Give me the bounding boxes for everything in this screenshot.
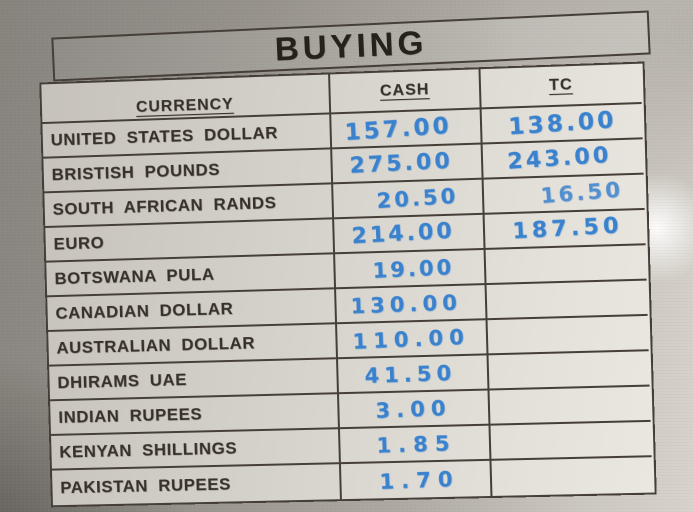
sign-title: BUYING — [274, 23, 428, 68]
tc-cell — [485, 245, 647, 286]
cash-value: 20.50 — [376, 183, 460, 213]
currency-name: PAKISTAN RUPEES — [60, 474, 232, 497]
header-tc-label: TC — [548, 76, 573, 95]
cash-cell: 41.50 — [338, 355, 490, 395]
cash-value: 1.70 — [379, 466, 461, 494]
tc-cell: 138.00 — [481, 104, 643, 145]
tc-cell — [488, 351, 650, 391]
cash-value: 41.50 — [364, 360, 457, 388]
cash-cell: 130.00 — [336, 285, 488, 325]
tc-value: 16.50 — [539, 176, 625, 208]
currency-name: EURO — [53, 232, 105, 254]
cash-cell: 275.00 — [332, 144, 484, 185]
cash-value: 110.00 — [352, 324, 471, 354]
currency-name: SOUTH AFRICAN RANDS — [52, 192, 277, 219]
tc-cell — [486, 280, 648, 321]
tc-value: 187.50 — [511, 213, 623, 245]
cash-cell: 214.00 — [334, 214, 486, 255]
cash-value: 3.00 — [375, 395, 453, 423]
cash-cell: 20.50 — [333, 179, 485, 220]
cash-value: 1.85 — [376, 430, 458, 458]
header-cell-tc: TC — [480, 63, 642, 110]
currency-name: UNITED STATES DOLLAR — [50, 122, 279, 150]
cash-cell: 157.00 — [331, 109, 483, 150]
cash-cell: 19.00 — [335, 249, 487, 290]
cash-cell: 3.00 — [339, 390, 491, 430]
currency-cell: PAKISTAN RUPEES — [52, 464, 342, 506]
cash-value: 157.00 — [343, 112, 453, 146]
cash-value: 214.00 — [350, 218, 455, 250]
header-cell-cash: CASH — [330, 69, 482, 115]
currency-name: AUSTRALIAN DOLLAR — [56, 332, 256, 358]
tc-cell — [487, 315, 649, 356]
header-cash-label: CASH — [379, 81, 430, 100]
tc-cell — [491, 457, 652, 496]
tc-value: 243.00 — [506, 142, 612, 175]
currency-name: CANADIAN DOLLAR — [55, 298, 234, 323]
currency-name: KENYAN SHILLINGS — [59, 438, 238, 462]
currency-name: BOTSWANA PULA — [54, 264, 215, 288]
rates-table: CURRENCY CASH TC UNITED STATES DOLLAR 15… — [39, 61, 657, 508]
currency-name: BRISTISH POUNDS — [51, 159, 221, 184]
tc-cell — [490, 421, 652, 461]
tc-cell: 16.50 — [483, 174, 645, 215]
cash-cell: 1.70 — [340, 460, 493, 500]
tc-cell: 187.50 — [484, 209, 646, 250]
cash-value: 275.00 — [348, 148, 453, 179]
cash-value: 130.00 — [350, 289, 463, 318]
tc-cell: 243.00 — [482, 139, 644, 180]
cash-cell: 110.00 — [337, 320, 489, 360]
header-currency-label: CURRENCY — [135, 95, 234, 116]
tc-value: 138.00 — [507, 106, 617, 140]
currency-name: DHIRAMS UAE — [57, 369, 188, 392]
cash-value: 19.00 — [372, 254, 456, 283]
tc-cell — [489, 386, 651, 426]
cash-cell: 1.85 — [339, 425, 492, 465]
currency-name: INDIAN RUPEES — [58, 404, 203, 427]
